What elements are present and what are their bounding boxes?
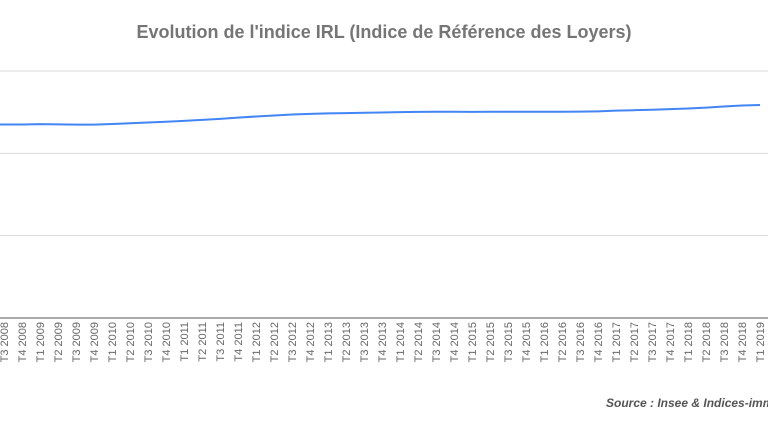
x-tick-label: T2 2016 <box>557 322 569 362</box>
x-tick-label: T1 2012 <box>251 322 263 362</box>
x-tick-label: T1 2017 <box>611 322 623 362</box>
chart-title: Evolution de l'indice IRL (Indice de Réf… <box>136 22 632 42</box>
x-tick-label: T1 2010 <box>107 322 119 362</box>
x-tick-label: T2 2010 <box>125 322 137 362</box>
x-tick-label: T3 2014 <box>431 322 443 362</box>
x-tick-label: T1 2019 <box>755 322 767 362</box>
x-tick-label: T1 2014 <box>395 322 407 362</box>
x-tick-label: T3 2012 <box>287 322 299 362</box>
x-tick-label: T2 2009 <box>53 322 65 362</box>
x-tick-label: T3 2016 <box>575 322 587 362</box>
x-tick-label: T2 2014 <box>413 322 425 362</box>
source-note: Source : Insee & Indices-imm <box>606 396 768 410</box>
x-tick-label: T1 2013 <box>323 322 335 362</box>
x-tick-label: T4 2008 <box>17 322 29 362</box>
x-tick-label: T1 2018 <box>683 322 695 362</box>
x-tick-label: T3 2010 <box>143 322 155 362</box>
x-tick-label: T3 2008 <box>0 322 11 362</box>
x-tick-label: T2 2017 <box>629 322 641 362</box>
x-tick-label: T4 2015 <box>521 322 533 362</box>
x-tick-label: T4 2014 <box>449 322 461 362</box>
x-tick-label: T1 2016 <box>539 322 551 362</box>
x-tick-label: T4 2011 <box>233 322 245 362</box>
x-tick-label: T1 2015 <box>467 322 479 362</box>
x-tick-label: T4 2012 <box>305 322 317 362</box>
x-tick-label: T2 2018 <box>701 322 713 362</box>
series-line <box>0 103 761 126</box>
x-tick-label: T4 2009 <box>89 322 101 362</box>
x-tick-label: T4 2017 <box>665 322 677 362</box>
x-tick-label: T4 2018 <box>737 322 749 362</box>
x-tick-label: T3 2017 <box>647 322 659 362</box>
x-tick-label: T2 2013 <box>341 322 353 362</box>
x-tick-label: T3 2009 <box>71 322 83 362</box>
x-tick-label: T3 2011 <box>215 322 227 362</box>
x-tick-label: T1 2009 <box>35 322 47 362</box>
x-tick-label: T3 2013 <box>359 322 371 362</box>
x-tick-label: T3 2018 <box>719 322 731 362</box>
x-tick-label: T1 2011 <box>179 322 191 362</box>
x-tick-label: T3 2015 <box>503 322 515 362</box>
x-tick-label: T4 2016 <box>593 322 605 362</box>
x-tick-label: T2 2011 <box>197 322 209 362</box>
x-tick-label: T2 2015 <box>485 322 497 362</box>
x-tick-label: T2 2012 <box>269 322 281 362</box>
x-tick-label: T4 2013 <box>377 322 389 362</box>
x-tick-label: T4 2010 <box>161 322 173 362</box>
